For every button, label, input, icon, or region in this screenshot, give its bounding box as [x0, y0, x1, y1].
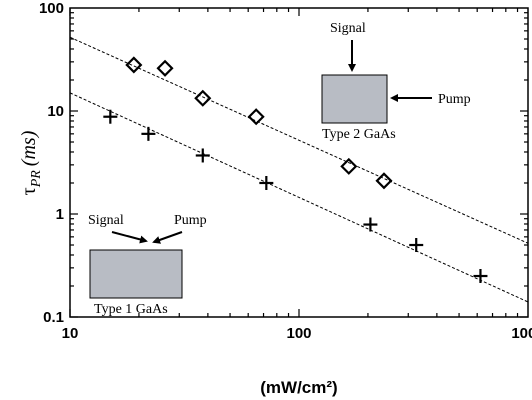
plus-point [473, 269, 488, 284]
fit-line-series-1 [69, 36, 529, 244]
y-axis-label-unit: (ms) [18, 130, 40, 166]
inset-type2-label: Type 2 GaAs [322, 127, 396, 142]
y-tick-label: 10 [47, 103, 64, 120]
inset-type2-signal-label: Signal [330, 21, 366, 36]
x-tick-label: 1000 [511, 325, 532, 342]
y-tick-label: 1 [56, 206, 64, 223]
plus-point [259, 175, 274, 190]
plus-point [195, 148, 210, 163]
data-points [103, 56, 488, 284]
x-tick-label: 10 [62, 325, 79, 342]
inset-type1-pump-label: Pump [174, 213, 207, 228]
plus-point [141, 126, 156, 141]
x-axis-label: (mW/cm²) [260, 378, 337, 397]
axis-ticks: 10 100 1000 0.1 1 10 100 [39, 0, 532, 342]
diamond-point [340, 157, 358, 175]
inset-type2-pump-label: Pump [438, 92, 471, 107]
inset-type2: Signal Pump Type 2 GaAs [321, 21, 471, 142]
y-axis-label: τPR (ms) [18, 130, 44, 195]
x-tick-label: 100 [286, 325, 311, 342]
plus-point [103, 109, 118, 124]
diamond-point [247, 108, 265, 126]
inset-type1-sample-box [89, 249, 183, 299]
fit-lines [69, 36, 529, 303]
diamond-point [194, 89, 212, 107]
diamond-point [375, 172, 393, 190]
y-axis-label-sub: PR [29, 170, 44, 189]
y-tick-label: 0.1 [43, 309, 64, 326]
diamond-point [156, 59, 174, 77]
inset-type1: Signal Pump Type 1 GaAs [88, 213, 207, 317]
y-axis-label-main: τ [18, 187, 40, 195]
inset-type1-signal-arrow [111, 231, 148, 244]
inset-type1-pump-arrow [152, 231, 183, 244]
inset-type1-signal-label: Signal [88, 213, 124, 228]
inset-type1-label: Type 1 GaAs [94, 302, 168, 317]
plus-point [409, 238, 424, 253]
svg-text:τPR(ms): τPR (ms) [18, 130, 44, 195]
plus-point [363, 217, 378, 232]
diamond-point [125, 56, 143, 74]
y-tick-label: 100 [39, 0, 64, 17]
fit-line-series-2 [69, 92, 529, 303]
inset-type2-sample-box [321, 74, 388, 124]
